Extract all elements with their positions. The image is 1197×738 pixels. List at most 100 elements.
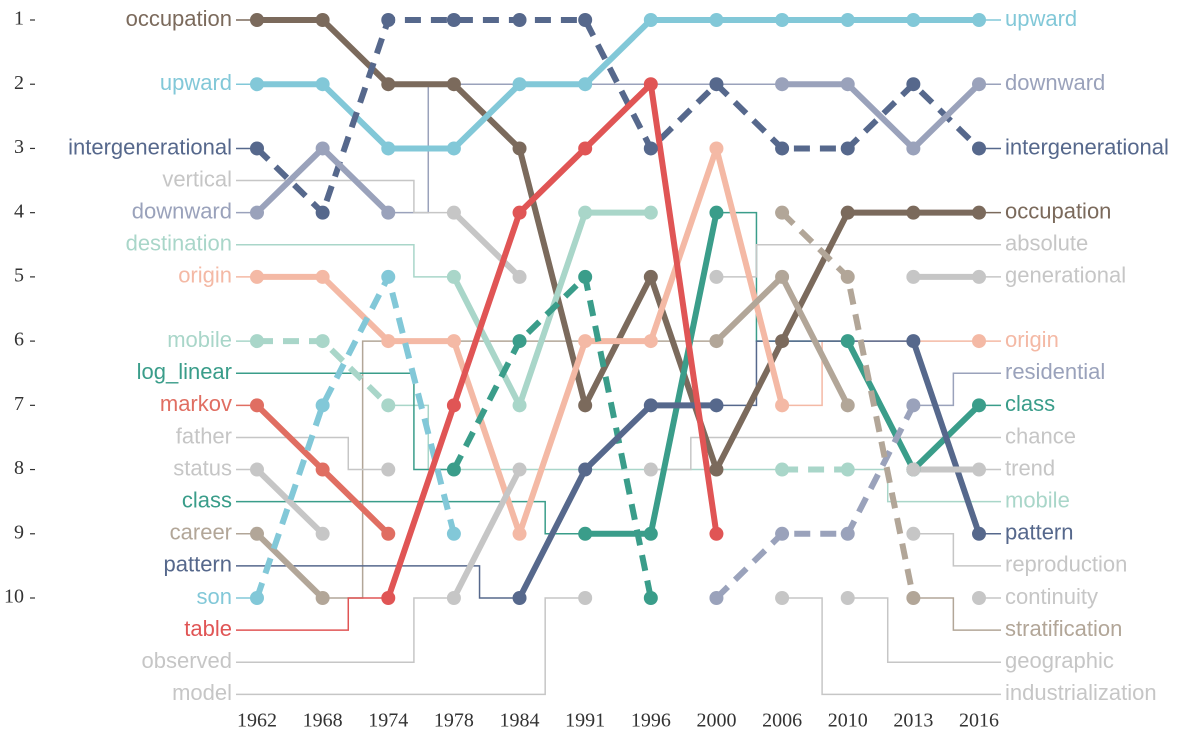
y-tick-label: 8 bbox=[14, 457, 24, 479]
point bbox=[315, 77, 330, 92]
right-label: absolute bbox=[1005, 231, 1088, 256]
x-tick-label: 1978 bbox=[434, 710, 474, 732]
y-tick-label: 7 bbox=[14, 393, 24, 415]
x-tick-label: 1968 bbox=[303, 710, 343, 732]
label-connector bbox=[913, 533, 1001, 567]
left-label: origin bbox=[178, 263, 232, 288]
point bbox=[578, 462, 593, 477]
left-label: mobile bbox=[167, 327, 232, 352]
x-tick-label: 2013 bbox=[893, 710, 933, 732]
point bbox=[250, 141, 264, 156]
point bbox=[840, 141, 855, 156]
right-label: trend bbox=[1005, 455, 1055, 480]
point bbox=[446, 77, 461, 92]
right-label: chance bbox=[1005, 423, 1076, 448]
right-label: downward bbox=[1005, 70, 1105, 95]
point bbox=[972, 398, 986, 413]
series-line bbox=[257, 17, 979, 152]
point bbox=[906, 462, 921, 477]
point bbox=[840, 269, 855, 284]
series-line bbox=[254, 531, 325, 601]
series-line bbox=[714, 403, 917, 601]
right-label: pattern bbox=[1005, 520, 1074, 545]
point bbox=[512, 141, 527, 156]
point bbox=[643, 398, 658, 413]
point bbox=[709, 205, 724, 220]
right-label: upward bbox=[1005, 6, 1077, 31]
connectors bbox=[236, 19, 1001, 696]
point bbox=[512, 13, 527, 27]
label-connector bbox=[236, 372, 454, 471]
left-label: table bbox=[184, 616, 232, 641]
label-connector bbox=[236, 597, 586, 696]
point bbox=[709, 77, 724, 92]
label-connector bbox=[716, 244, 1001, 278]
point bbox=[972, 526, 986, 541]
point bbox=[840, 591, 855, 605]
x-tick-label: 1984 bbox=[500, 710, 540, 732]
right-label: continuity bbox=[1005, 584, 1098, 609]
point bbox=[250, 77, 264, 92]
point bbox=[840, 77, 855, 92]
right-label: origin bbox=[1005, 327, 1059, 352]
point bbox=[381, 141, 396, 156]
label-connector bbox=[236, 500, 586, 535]
point bbox=[906, 205, 921, 220]
series-line bbox=[451, 210, 522, 280]
point bbox=[250, 269, 264, 284]
point bbox=[643, 269, 658, 284]
left-label: log_linear bbox=[137, 359, 232, 384]
point bbox=[643, 77, 658, 92]
point bbox=[446, 398, 461, 413]
connector bbox=[388, 404, 783, 471]
point bbox=[643, 334, 658, 349]
left-label: son bbox=[197, 584, 232, 609]
point bbox=[709, 526, 724, 541]
left-label: upward bbox=[160, 70, 232, 95]
label-connector bbox=[913, 597, 1001, 631]
left-label: model bbox=[172, 680, 232, 705]
point bbox=[446, 205, 461, 220]
point bbox=[381, 462, 396, 477]
point bbox=[578, 77, 593, 92]
left-label: downward bbox=[132, 198, 232, 223]
point bbox=[446, 334, 461, 349]
dots bbox=[250, 13, 986, 605]
left-label: destination bbox=[126, 231, 232, 256]
left-label: observed bbox=[141, 648, 232, 673]
left-label: occupation bbox=[126, 6, 232, 31]
point bbox=[315, 526, 330, 541]
x-tick-label: 2010 bbox=[828, 710, 868, 732]
right-label: mobile bbox=[1005, 487, 1070, 512]
point bbox=[512, 269, 527, 284]
point bbox=[643, 526, 658, 541]
y-tick-label: 9 bbox=[14, 521, 24, 543]
point bbox=[840, 13, 855, 27]
point bbox=[643, 462, 658, 477]
right-label: class bbox=[1005, 391, 1055, 416]
point bbox=[578, 591, 593, 605]
point bbox=[512, 398, 527, 413]
point bbox=[250, 462, 264, 477]
point bbox=[381, 526, 396, 541]
point bbox=[775, 141, 790, 156]
point bbox=[709, 398, 724, 413]
point bbox=[972, 141, 986, 156]
point bbox=[906, 77, 921, 92]
point bbox=[381, 334, 396, 349]
left-label: class bbox=[182, 487, 232, 512]
point bbox=[775, 77, 790, 92]
point bbox=[906, 334, 921, 349]
point bbox=[315, 13, 330, 27]
point bbox=[709, 141, 724, 156]
x-tick-label: 1991 bbox=[565, 710, 605, 732]
point bbox=[250, 398, 264, 413]
label-connector bbox=[236, 565, 520, 599]
point bbox=[709, 269, 724, 284]
point bbox=[578, 334, 593, 349]
x-tick-label: 2000 bbox=[696, 710, 736, 732]
point bbox=[315, 205, 330, 220]
right-label: intergenerational bbox=[1005, 134, 1169, 159]
x-tick-label: 1996 bbox=[631, 710, 671, 732]
